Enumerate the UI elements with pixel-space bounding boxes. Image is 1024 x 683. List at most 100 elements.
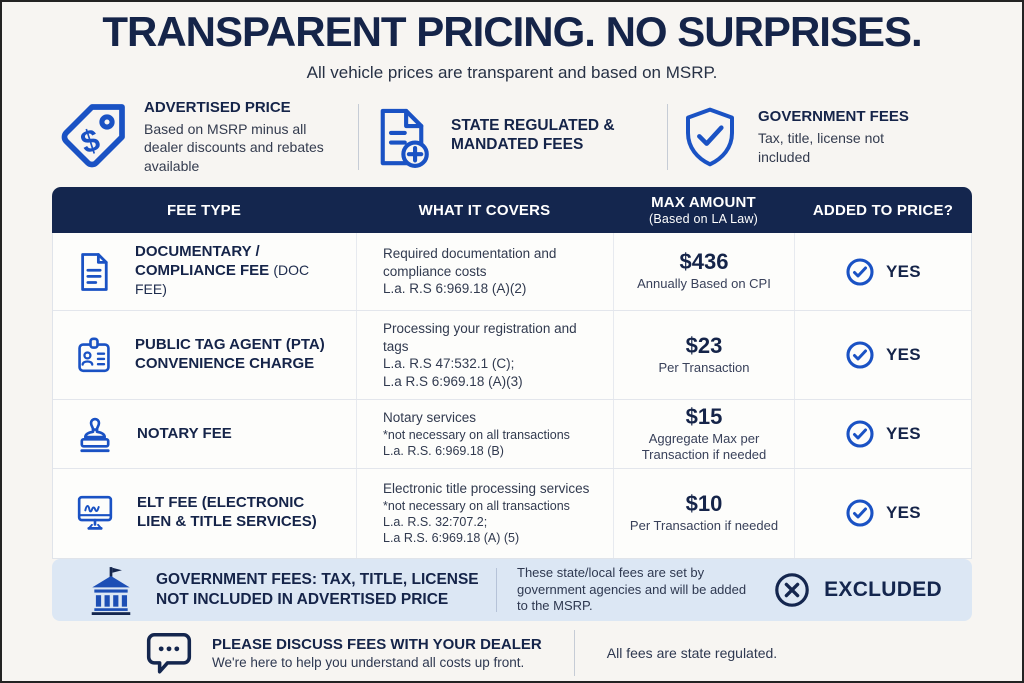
fee-type-cell: PUBLIC TAG AGENT (PTA) CONVENIENCE CHARG… [53,311,356,399]
fee-label: ELT FEE (ELECTRONIC LIEN & TITLE SERVICE… [137,494,317,531]
feature-heading: GOVERNMENT FEES [758,108,909,126]
feature-advertised-price: $ ADVERTISED PRICE Based on MSRP minus a… [46,92,358,182]
added-value: YES [886,423,921,443]
check-circle-icon [845,257,875,287]
covers-main: Required documentation and compliance co… [383,246,557,279]
covers-ref: L.a. R.S. 6:969.18 (B) [383,443,504,458]
government-fees-banner: GOVERNMENT FEES: TAX, TITLE, LICENSE NOT… [52,559,972,621]
column-header-fee-type: FEE TYPE [166,201,242,219]
feature-government-fees: GOVERNMENT FEES Tax, title, license not … [668,92,968,182]
price-tag-icon: $ [56,99,128,175]
amount-value: $10 [685,491,723,517]
page-subtitle: All vehicle prices are transparent and b… [306,63,718,82]
covers-ref: L.a. R.S 47:532.1 (C); [383,356,515,372]
banner-divider [496,568,497,612]
fee-type-cell: NOTARY FEE [53,400,356,468]
amount-note: Aggregate Max per Transaction if needed [641,430,767,463]
amount-value: $23 [685,332,723,358]
covers-main: Processing your registration and tags [383,321,577,354]
added-to-price-cell: YES [794,233,971,310]
added-to-price-cell: YES [794,400,971,468]
excluded-status: EXCLUDED [773,571,942,609]
covers-ref: L.a R.S. 6:969.18 (A) (5) [383,531,520,545]
table-row: NOTARY FEE Notary services *not necessar… [53,399,971,468]
feature-body: Tax, title, license not included [758,130,885,165]
feature-text: ADVERTISED PRICE Based on MSRP minus all… [144,99,340,175]
feature-body: Based on MSRP minus all dealer discounts… [144,121,324,174]
column-header-covers: WHAT IT COVERS [418,201,551,219]
table-row: PUBLIC TAG AGENT (PTA) CONVENIENCE CHARG… [53,310,971,400]
max-amount-cell: $10 Per Transaction if needed [613,468,794,558]
covers-cell: Processing your registration and tags L.… [356,311,613,400]
covers-note: *not necessary on all transactions [383,499,570,513]
document-lines-icon [73,250,115,294]
shield-check-icon [678,103,742,171]
footer-divider [573,630,575,676]
fee-label: DOCUMENTARY / COMPLIANCE FEE (DOC FEE) [135,243,310,297]
feature-divider [358,104,359,170]
footer-note: All fees are state regulated. [606,645,778,661]
covers-main: Electronic title processing services [383,481,590,497]
amount-note: Per Transaction [658,360,750,376]
banner-heading: GOVERNMENT FEES: TAX, TITLE, LICENSE NOT… [156,570,479,608]
amount-note: Annually Based on CPI [637,276,771,292]
max-amount-cell: $23 Per Transaction [613,311,794,400]
covers-ref: L.a R.S 6:969.18 (A)(3) [383,373,523,389]
fee-label: PUBLIC TAG AGENT (PTA) CONVENIENCE CHARG… [135,336,325,373]
table-header-row: FEE TYPE WHAT IT COVERS MAX AMOUNT (Base… [52,187,972,233]
covers-ref: L.a. R.S 6:969.18 (A)(2) [383,281,527,297]
added-value: YES [886,503,921,523]
amount-value: $436 [679,249,729,275]
column-header-added: ADDED TO PRICE? [812,201,954,219]
covers-ref: L.a. R.S. 32:707.2; [383,515,488,529]
table-row: ELT FEE (ELECTRONIC LIEN & TITLE SERVICE… [53,467,971,558]
fee-suffix: (DOC FEE) [135,262,310,297]
max-amount-cell: $436 Annually Based on CPI [613,233,794,310]
table-row: DOCUMENTARY / COMPLIANCE FEE (DOC FEE) R… [53,233,971,310]
column-header-max-amount: MAX AMOUNT (Based on LA Law) [613,194,794,226]
covers-main: Notary services [383,410,477,426]
government-building-icon [86,565,136,615]
x-circle-icon [773,571,811,609]
fee-type-cell: DOCUMENTARY / COMPLIANCE FEE (DOC FEE) [53,233,356,310]
id-badge-icon [73,333,115,377]
monitor-signature-icon [73,491,117,535]
fee-label: NOTARY FEE [137,424,232,442]
check-circle-icon [845,498,875,528]
document-plus-icon [369,104,435,170]
fee-table: FEE TYPE WHAT IT COVERS MAX AMOUNT (Base… [52,187,972,559]
added-value: YES [886,261,921,281]
check-circle-icon [845,419,875,449]
stamp-icon [73,412,117,456]
feature-heading: ADVERTISED PRICE [144,99,291,117]
covers-cell: Electronic title processing services *no… [356,468,613,558]
max-amount-cell: $15 Aggregate Max per Transaction if nee… [613,400,794,468]
added-to-price-cell: YES [794,468,971,558]
table-body: DOCUMENTARY / COMPLIANCE FEE (DOC FEE) R… [52,233,972,559]
amount-note: Per Transaction if needed [629,518,779,534]
footer-body: We're here to help you understand all co… [212,655,525,670]
feature-state-regulated: STATE REGULATED & MANDATED FEES [359,92,667,182]
fee-type-cell: ELT FEE (ELECTRONIC LIEN & TITLE SERVICE… [53,469,356,558]
feature-text: GOVERNMENT FEES Tax, title, license not … [758,108,934,165]
added-value: YES [886,345,921,365]
feature-divider [667,104,668,170]
feature-heading: STATE REGULATED & MANDATED FEES [451,116,615,153]
added-to-price-cell: YES [794,311,971,400]
covers-cell: Required documentation and compliance co… [356,233,613,310]
covers-note: *not necessary on all transactions [383,427,570,442]
banner-body: These state/local fees are set by govern… [517,564,747,614]
feature-strip: $ ADVERTISED PRICE Based on MSRP minus a… [46,92,982,182]
covers-cell: Notary services *not necessary on all tr… [356,400,613,468]
status-badge: EXCLUDED [824,578,942,601]
footer-text: PLEASE DISCUSS FEES WITH YOUR DEALER We'… [212,636,542,670]
footer: PLEASE DISCUSS FEES WITH YOUR DEALER We'… [144,626,986,680]
check-circle-icon [845,340,875,370]
page-title: TRANSPARENT PRICING. NO SURPRISES. [102,8,922,55]
amount-value: $15 [685,403,723,429]
column-header-max-amount-sub: (Based on LA Law) [648,212,759,226]
footer-heading: PLEASE DISCUSS FEES WITH YOUR DEALER [212,636,542,653]
chat-bubble-icon [144,628,194,678]
feature-text: STATE REGULATED & MANDATED FEES [451,117,641,157]
